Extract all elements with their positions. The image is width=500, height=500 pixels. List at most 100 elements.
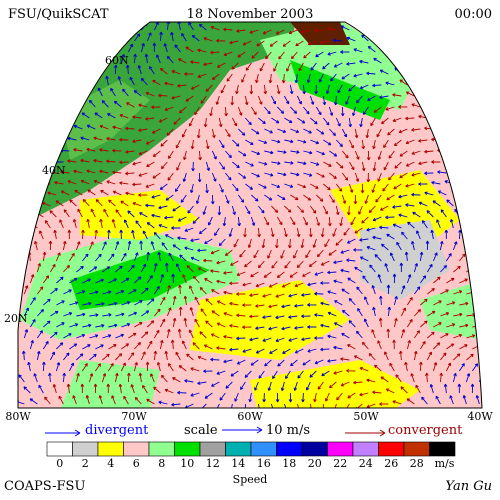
wind-arrow (380, 205, 389, 211)
wind-arrow (457, 179, 467, 185)
wind-arrow (175, 139, 181, 149)
wind-arrow (316, 150, 326, 156)
wind-arrow (249, 337, 259, 342)
wind-arrow (107, 113, 116, 119)
wind-arrow (200, 95, 207, 104)
wind-arrow (474, 87, 480, 97)
wind-arrow (294, 326, 304, 330)
wind-arrow (145, 91, 155, 97)
wind-arrow (210, 357, 220, 362)
wind-arrow (52, 384, 57, 394)
wind-arrow (133, 252, 139, 262)
wind-arrow (250, 216, 256, 226)
wind-arrow (182, 172, 187, 182)
wind-arrow (320, 40, 330, 45)
wind-arrow (102, 353, 110, 361)
wind-arrow (128, 24, 137, 31)
lon-label: 70W (121, 410, 147, 423)
wind-arrow (432, 200, 441, 207)
wind-arrow (218, 183, 224, 193)
wind-arrow (294, 73, 299, 84)
wind-arrow (327, 27, 337, 31)
wind-arrow (159, 339, 164, 350)
wind-arrow (132, 202, 142, 207)
wind-arrow (89, 313, 99, 317)
wind-arrow (419, 275, 427, 284)
wind-arrow (103, 208, 109, 218)
wind-arrow (341, 73, 350, 80)
wind-arrow (171, 70, 181, 75)
wind-arrow (324, 238, 330, 248)
wind-arrow (68, 253, 75, 262)
wind-arrow (276, 84, 281, 95)
wind-arrow (420, 89, 428, 97)
wind-arrow (55, 200, 64, 207)
wind-arrow (76, 290, 86, 295)
wind-arrow (324, 392, 330, 402)
wind-arrow (245, 62, 252, 71)
wind-arrow (43, 320, 51, 328)
wind-arrow (226, 73, 233, 82)
wind-arrow (294, 348, 304, 354)
wind-arrow (372, 83, 382, 88)
wind-arrow (303, 194, 312, 201)
wind-arrows (18, 22, 482, 408)
wind-arrow (50, 23, 58, 31)
wind-arrow (199, 287, 207, 295)
wind-arrow (284, 161, 294, 165)
wind-arrow (463, 124, 473, 130)
wind-arrow (108, 344, 117, 350)
wind-arrow (216, 370, 226, 375)
wind-arrow (223, 27, 233, 32)
wind-arrow (145, 139, 155, 145)
wind-arrow (101, 373, 107, 383)
wind-arrow (354, 172, 360, 182)
wind-arrow (175, 263, 181, 273)
wind-arrow (366, 378, 376, 383)
wind-arrow (152, 172, 161, 179)
wind-arrow (278, 51, 285, 60)
wind-arrow (270, 227, 275, 238)
wind-arrow (73, 124, 83, 130)
wind-arrow (88, 241, 94, 251)
wind-arrow (233, 238, 239, 248)
wind-arrow (283, 95, 290, 105)
wind-arrow (281, 326, 291, 331)
wind-arrow (82, 253, 89, 262)
wind-arrow (63, 289, 72, 295)
wind-arrow (393, 183, 402, 190)
wind-arrow (220, 84, 226, 94)
wind-arrow (320, 347, 330, 352)
wind-arrow (413, 330, 420, 339)
wind-arrow (479, 334, 482, 339)
wind-arrow (409, 65, 415, 75)
wind-arrow (163, 43, 168, 53)
wind-arrow (190, 238, 200, 243)
wind-arrow (21, 350, 26, 361)
wind-arrow (316, 172, 325, 178)
wind-arrow (238, 128, 246, 136)
wind-arrow (49, 351, 55, 361)
wind-arrow (232, 161, 240, 169)
wind-arrow (244, 260, 252, 268)
wind-arrow (458, 363, 465, 372)
wind-arrow (205, 84, 213, 92)
wind-arrow (355, 403, 363, 408)
wind-arrow (37, 309, 45, 317)
wind-arrow (132, 161, 142, 166)
wind-arrow (172, 244, 181, 251)
wind-arrow (138, 172, 148, 177)
wind-arrow (356, 286, 363, 295)
wind-arrow (245, 139, 254, 145)
wind-arrow (165, 194, 174, 201)
wind-arrow (211, 289, 220, 295)
wind-arrow (359, 59, 369, 64)
wind-arrow (401, 231, 408, 240)
wind-arrow (216, 260, 226, 265)
wind-arrow (273, 62, 278, 72)
wind-arrow (22, 172, 31, 179)
wind-arrow (130, 384, 135, 394)
wind-arrow (413, 263, 419, 273)
legend-convergent: convergent (388, 423, 463, 438)
wind-arrow (389, 362, 395, 372)
